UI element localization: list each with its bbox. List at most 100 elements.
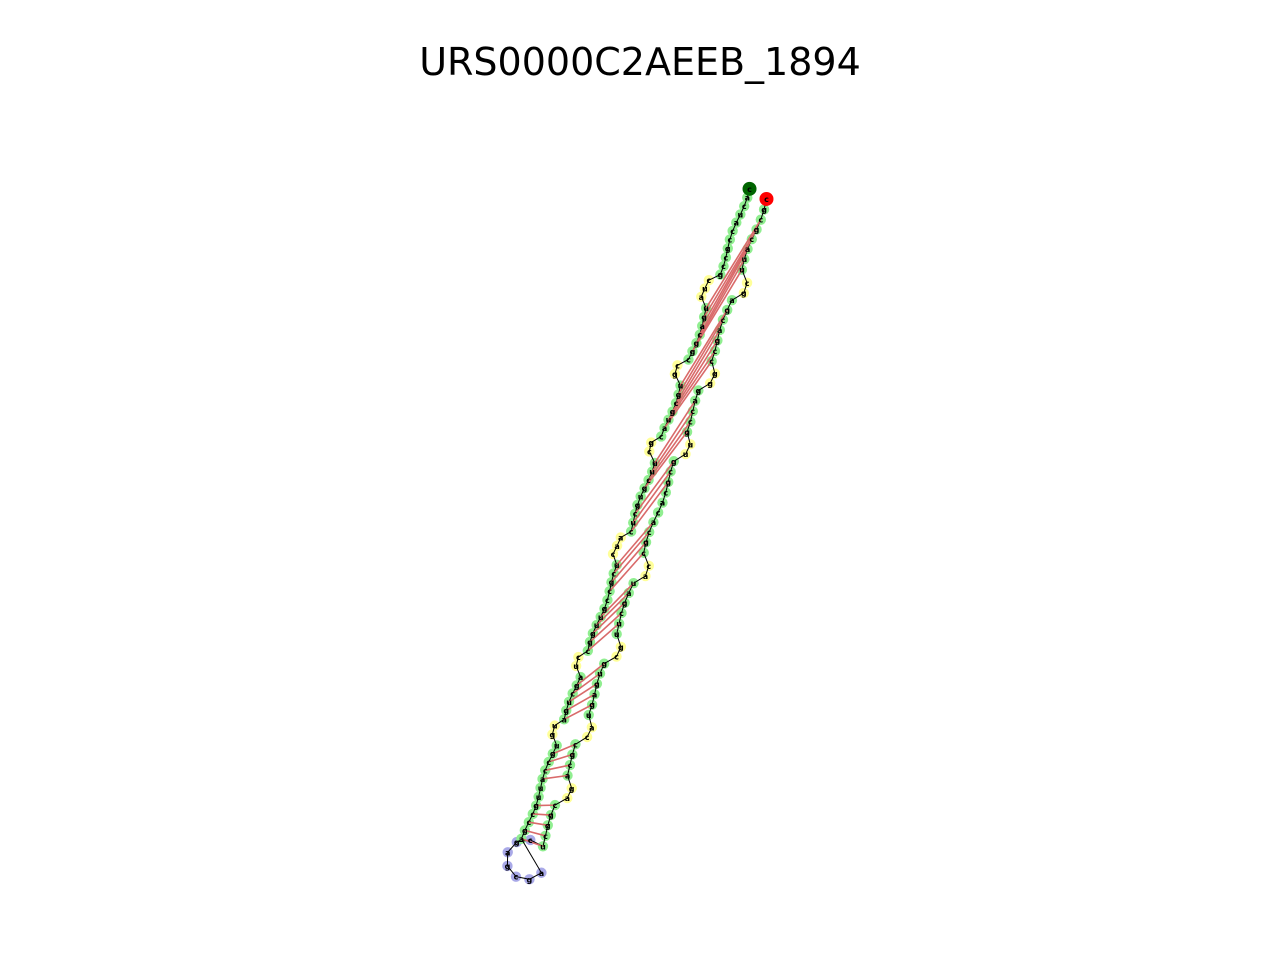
nucleotide-label-layer: cgcgcauucgagcagccgggaccguugcgcacacgccaua… (505, 185, 770, 884)
nucleotide-label: c (721, 262, 726, 271)
nucleotide-label: u (614, 630, 620, 639)
nucleotide-label: a (734, 219, 739, 228)
nucleotide-label: u (594, 621, 600, 630)
base-pair-bond (701, 238, 753, 327)
base-pair-bond (576, 663, 605, 686)
base-pair-bond (542, 774, 568, 780)
nucleotide-label: c (646, 562, 651, 571)
base-pair-bond (632, 471, 672, 524)
nucleotide-label: c (674, 399, 679, 408)
nucleotide-label: u (738, 210, 744, 219)
nucleotide-label: g (707, 379, 713, 388)
nucleotide-label: g (724, 306, 730, 315)
base-pair-bond (634, 460, 675, 515)
nucleotide-label: g (695, 387, 701, 396)
nucleotide-label: a (662, 424, 667, 433)
nucleotide-label: g (514, 838, 520, 847)
nucleotide-label: u (552, 722, 558, 731)
nucleotide-label: c (553, 801, 558, 810)
base-pair-bond (667, 350, 716, 421)
nucleotide-label: c (690, 407, 695, 416)
nucleotide-label: a (565, 772, 570, 781)
nucleotide-label: c (721, 316, 726, 325)
base-pair-bond (545, 764, 571, 772)
nucleotide-label: a (700, 322, 705, 331)
nucleotide-label: c (573, 740, 578, 749)
nucleotide-label: g (550, 730, 556, 739)
nucleotide-label: g (635, 501, 641, 510)
nucleotide-label: a (539, 869, 544, 878)
nucleotide-label: g (587, 638, 593, 647)
nucleotide-label: g (670, 408, 676, 417)
nucleotide-label: g (643, 538, 649, 547)
nucleotide-label: g (589, 701, 595, 710)
nucleotide-label: u (683, 450, 689, 459)
nucleotide-label: c (727, 236, 732, 245)
nucleotide-label: g (648, 439, 654, 448)
nucleotide-label: c (663, 488, 668, 497)
nucleotide-label: u (741, 255, 747, 264)
nucleotide-label: g (569, 784, 575, 793)
nucleotide-label: a (717, 326, 722, 335)
nucleotide-label: g (505, 862, 511, 871)
nucleotide-label: a (618, 533, 623, 542)
nucleotide-label: u (598, 613, 604, 622)
nucleotide-label: u (630, 519, 636, 528)
nucleotide-label: c (619, 609, 624, 618)
base-pair-bond (643, 431, 688, 489)
nucleotide-label: u (538, 784, 544, 793)
nucleotide-label: u (586, 711, 592, 720)
base-pair-bond (552, 743, 576, 755)
nucleotide-label: c (614, 653, 619, 662)
nucleotide-label: a (745, 245, 750, 254)
nucleotide-label: c (646, 476, 651, 485)
nucleotide-label: c (747, 185, 752, 194)
base-pair-bond (699, 248, 749, 336)
nucleotide-label: c (570, 689, 575, 698)
nucleotide-label: g (533, 802, 539, 811)
nucleotide-label: c (709, 357, 714, 366)
nucleotide-label: c (611, 569, 616, 578)
nucleotide-label: a (614, 542, 619, 551)
nucleotide-label: g (690, 347, 696, 356)
nucleotide-label: c (764, 195, 769, 204)
nucleotide-label: a (660, 499, 665, 508)
nucleotide-label: g (761, 205, 767, 214)
nucleotide-label: u (554, 741, 560, 750)
nucleotide-label: g (672, 370, 678, 379)
nucleotide-label: a (561, 715, 566, 724)
nucleotide-label: c (706, 276, 711, 285)
nucleotide-label: c (514, 873, 519, 882)
nucleotide-label: g (622, 599, 628, 608)
nucleotide-label: u (614, 561, 620, 570)
nucleotide-label: c (647, 528, 652, 537)
nucleotide-label: a (699, 293, 704, 302)
nucleotide-label: a (519, 835, 524, 844)
nucleotide-label: g (717, 271, 723, 280)
base-pair-bond (610, 541, 647, 583)
nucleotide-label: g (590, 629, 596, 638)
nucleotide-label: u (566, 698, 572, 707)
nucleotide-label: a (578, 673, 583, 682)
base-pair-bond (592, 602, 626, 634)
nucleotide-label: g (741, 289, 747, 298)
nucleotide-label: c (530, 810, 535, 819)
base-pair-bond-layer (521, 219, 762, 848)
nucleotide-label: c (675, 361, 680, 370)
nucleotide-label: a (626, 589, 631, 598)
nucleotide-label: u (739, 266, 745, 275)
three-prime-end-marker (742, 181, 757, 196)
nucleotide-label: c (668, 467, 673, 476)
base-pair-bond (568, 683, 598, 703)
nucleotide-label: c (758, 216, 763, 225)
nucleotide-label: u (652, 459, 658, 468)
base-pair-bond (654, 400, 696, 464)
nucleotide-label: c (633, 510, 638, 519)
nucleotide-label: c (585, 647, 590, 656)
nucleotide-label: c (629, 527, 634, 536)
nucleotide-label: a (643, 572, 648, 581)
nucleotide-label: a (505, 848, 510, 857)
base-pair-bond (671, 340, 719, 412)
nucleotide-label: g (694, 339, 700, 348)
